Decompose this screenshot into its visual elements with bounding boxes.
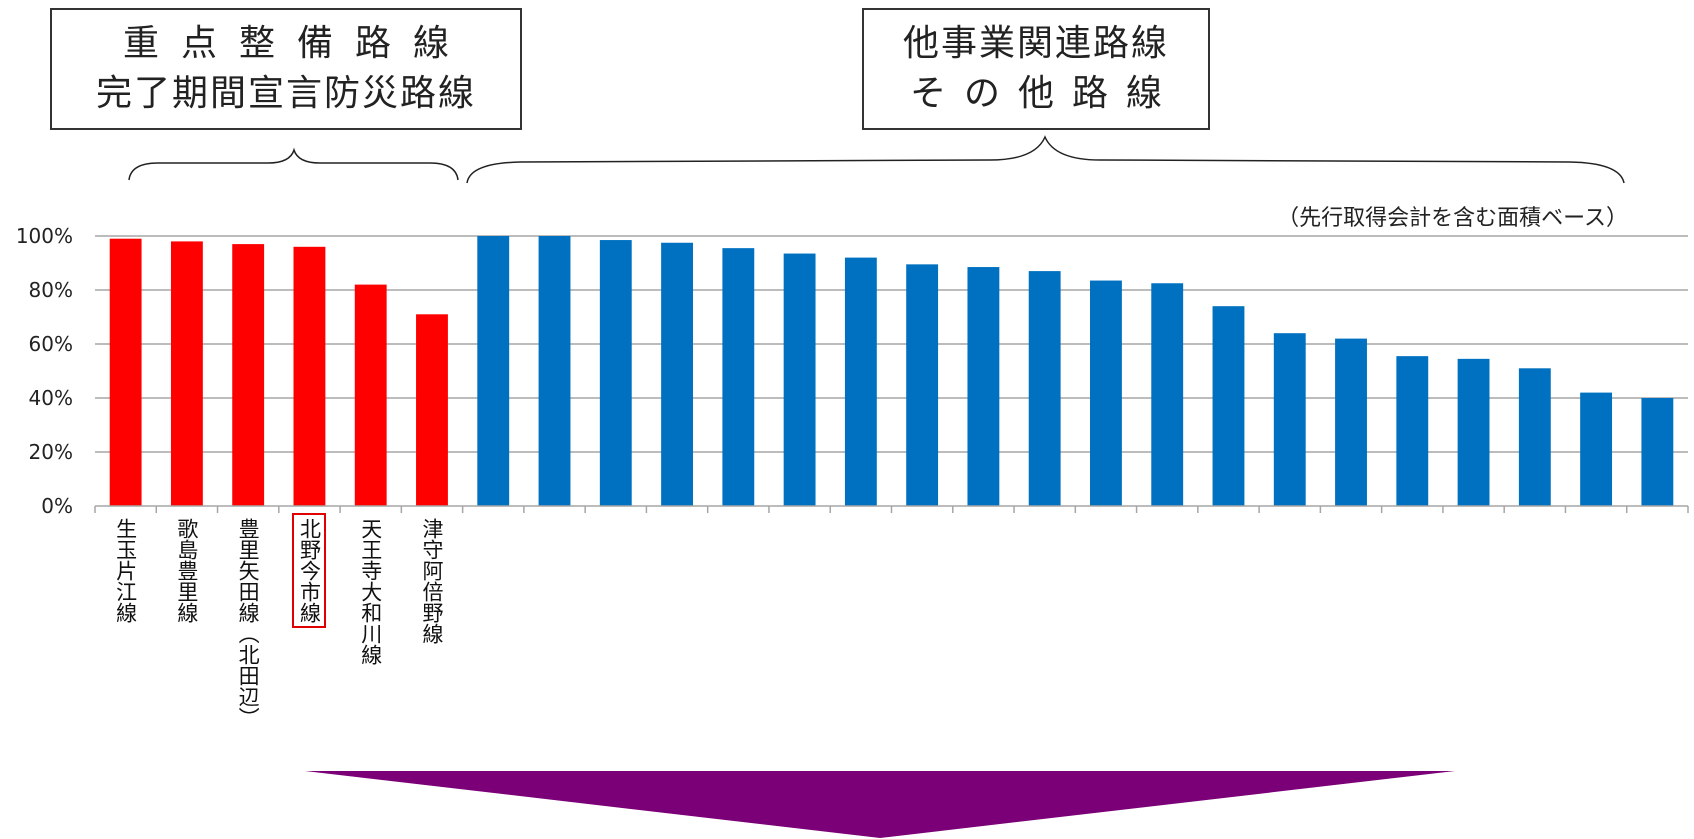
y-axis-ticks: 0% 20% 40% 60% 80% 100% <box>16 224 73 518</box>
category-label: 歌島豊里線 <box>174 518 199 623</box>
category-label: 北野今市線 <box>292 513 327 628</box>
other-group-box: 他事業関連路線 その他路線 <box>862 8 1210 130</box>
other-bar <box>1457 358 1490 506</box>
other-bar <box>1335 338 1367 506</box>
other-group-line1: 他事業関連路線 <box>902 23 1169 64</box>
other-bar <box>1641 398 1674 506</box>
other-bar <box>906 264 939 506</box>
grid-lines <box>95 235 1688 453</box>
y-tick-label: 0% <box>41 494 73 518</box>
y-tick-label: 100% <box>16 224 73 248</box>
category-label: 豊里矢田線（北田辺） <box>236 518 261 728</box>
other-bar <box>1028 271 1061 506</box>
other-bar <box>1090 280 1122 506</box>
y-tick-label: 80% <box>29 278 73 302</box>
other-group-line2: その他路線 <box>909 73 1180 114</box>
bars <box>109 236 1674 507</box>
other-bar <box>477 236 510 506</box>
category-label: 津守阿倍野線 <box>419 518 444 644</box>
other-bar <box>1580 392 1613 506</box>
priority-bar <box>109 238 142 506</box>
other-bar <box>783 253 816 506</box>
priority-group-line2: 完了期間宣言防災路線 <box>95 73 476 114</box>
priority-bar <box>416 314 448 506</box>
priority-group-line1: 重点整備路線 <box>122 23 471 64</box>
priority-bar <box>354 284 387 506</box>
priority-bar <box>293 246 326 507</box>
other-bar <box>599 240 632 507</box>
left-group-brace <box>128 147 459 181</box>
priority-group-box: 重点整備路線 完了期間宣言防災路線 <box>50 8 522 130</box>
down-arrow <box>305 771 1455 838</box>
y-tick-label: 60% <box>29 332 73 356</box>
other-bar <box>1212 306 1245 506</box>
category-label: 天王寺大和川線 <box>358 518 383 665</box>
y-tick-label: 40% <box>29 386 73 410</box>
category-label: 生玉片江線 <box>113 518 138 623</box>
other-bar <box>1273 333 1306 506</box>
y-tick-label: 20% <box>29 440 73 464</box>
other-bar <box>538 236 571 506</box>
other-bar <box>1396 356 1429 506</box>
measurement-note: （先行取得会計を含む面積ベース） <box>1277 206 1628 231</box>
other-bar <box>1518 368 1551 506</box>
other-bar <box>1151 283 1184 506</box>
other-bar <box>967 267 1000 506</box>
priority-bar <box>232 244 265 506</box>
other-bar <box>844 257 877 506</box>
right-group-brace <box>466 135 1625 184</box>
other-bar <box>661 242 693 506</box>
x-axis <box>94 505 1689 513</box>
priority-bar <box>170 241 203 506</box>
other-bar <box>722 248 755 506</box>
